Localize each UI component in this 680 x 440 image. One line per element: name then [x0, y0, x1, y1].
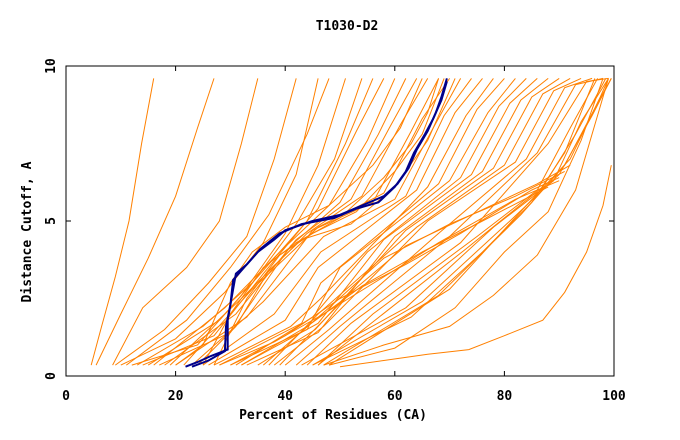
y-tick-label: 10: [44, 58, 59, 74]
model-series-line-2: [112, 78, 259, 366]
model-series-line-49: [197, 78, 456, 366]
model-series-line-28: [284, 77, 593, 366]
model-series-line-39: [328, 78, 604, 366]
model-series-line-37: [317, 78, 607, 366]
model-series-line-29: [295, 77, 604, 366]
model-series-line-22: [235, 78, 527, 366]
model-series-line-41: [230, 177, 560, 366]
model-series-line-48: [175, 78, 423, 366]
x-tick-label: 20: [168, 389, 184, 404]
model-series-line-25: [257, 77, 560, 366]
model-series-line-0: [90, 78, 155, 366]
x-tick-label: 40: [277, 389, 293, 404]
series-layer: [90, 77, 612, 368]
model-series-line-45: [339, 165, 612, 368]
x-axis-label: Percent of Residues (CA): [239, 408, 427, 423]
model-series-line-11: [158, 78, 407, 366]
x-tick-label: 100: [602, 389, 626, 404]
model-series-line-46: [202, 78, 440, 366]
model-series-line-14: [175, 78, 440, 366]
chart-title: T1030-D2: [316, 19, 379, 34]
y-tick-label: 0: [44, 372, 59, 380]
model-series-line-38: [323, 78, 609, 366]
model-series-line-7: [136, 78, 363, 366]
model-series-line-17: [202, 78, 472, 366]
highlight-series-line-51: [191, 81, 448, 368]
model-series-line-23: [241, 78, 538, 366]
model-series-line-27: [273, 77, 582, 366]
model-series-line-9: [147, 78, 385, 366]
model-series-line-10: [153, 78, 396, 366]
model-series-line-21: [230, 78, 516, 366]
model-series-line-44: [279, 164, 571, 366]
model-series-line-18: [208, 78, 483, 366]
model-series-line-19: [213, 78, 494, 366]
model-series-line-42: [241, 186, 549, 366]
model-series-line-1: [95, 78, 215, 366]
model-series-line-5: [126, 78, 330, 366]
axis-ticks: 0 20 40 60 80 100 0 5 10: [44, 58, 626, 404]
y-tick-label: 5: [44, 217, 59, 225]
model-series-line-36: [312, 78, 596, 366]
x-tick-label: 80: [497, 389, 513, 404]
model-series-line-30: [306, 77, 609, 366]
x-tick-label: 0: [62, 389, 70, 404]
model-series-line-3: [115, 78, 297, 366]
model-series-line-20: [219, 78, 505, 366]
x-tick-label: 60: [387, 389, 403, 404]
model-series-line-6: [131, 78, 346, 366]
y-axis-label: Distance Cutoff, A: [20, 161, 35, 302]
model-series-line-16: [191, 78, 462, 366]
model-series-line-31: [317, 78, 599, 366]
model-series-line-26: [268, 77, 571, 366]
model-series-line-47: [213, 78, 445, 366]
